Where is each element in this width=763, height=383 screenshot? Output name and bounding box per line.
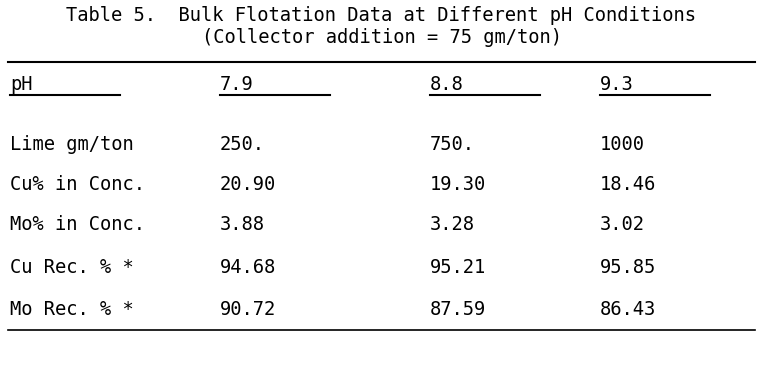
Text: Cu% in Conc.: Cu% in Conc. <box>10 175 145 194</box>
Text: pH: pH <box>10 75 33 94</box>
Text: 18.46: 18.46 <box>600 175 656 194</box>
Text: Mo Rec. % *: Mo Rec. % * <box>10 300 134 319</box>
Text: 95.21: 95.21 <box>430 258 486 277</box>
Text: (Collector addition = 75 gm/ton): (Collector addition = 75 gm/ton) <box>201 28 562 47</box>
Text: 86.43: 86.43 <box>600 300 656 319</box>
Text: Cu Rec. % *: Cu Rec. % * <box>10 258 134 277</box>
Text: 750.: 750. <box>430 135 475 154</box>
Text: Lime gm/ton: Lime gm/ton <box>10 135 134 154</box>
Text: 20.90: 20.90 <box>220 175 276 194</box>
Text: 3.88: 3.88 <box>220 215 265 234</box>
Text: 95.85: 95.85 <box>600 258 656 277</box>
Text: 3.02: 3.02 <box>600 215 645 234</box>
Text: 7.9: 7.9 <box>220 75 254 94</box>
Text: 1000: 1000 <box>600 135 645 154</box>
Text: Table 5.  Bulk Flotation Data at Different pH Conditions: Table 5. Bulk Flotation Data at Differen… <box>66 6 697 25</box>
Text: 250.: 250. <box>220 135 265 154</box>
Text: 9.3: 9.3 <box>600 75 634 94</box>
Text: 94.68: 94.68 <box>220 258 276 277</box>
Text: 8.8: 8.8 <box>430 75 464 94</box>
Text: 3.28: 3.28 <box>430 215 475 234</box>
Text: Mo% in Conc.: Mo% in Conc. <box>10 215 145 234</box>
Text: 19.30: 19.30 <box>430 175 486 194</box>
Text: 90.72: 90.72 <box>220 300 276 319</box>
Text: 87.59: 87.59 <box>430 300 486 319</box>
